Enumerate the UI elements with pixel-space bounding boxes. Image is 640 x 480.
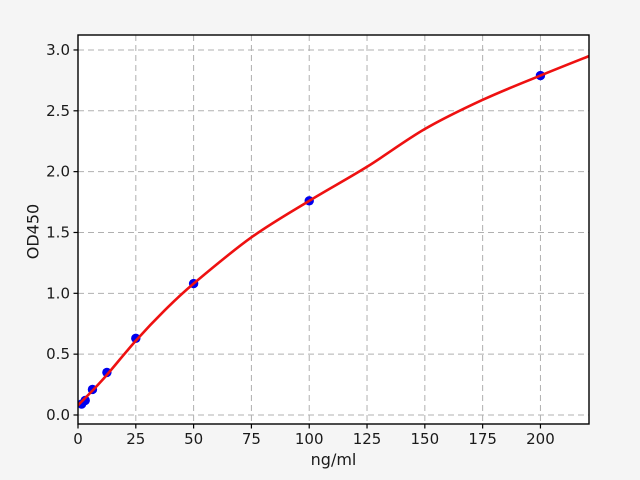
x-tick-label: 75 [242,430,261,448]
y-tick-label: 1.0 [46,284,70,302]
y-tick-label: 2.5 [46,102,70,120]
x-tick-label: 125 [353,430,382,448]
x-tick-label: 200 [526,430,555,448]
y-tick-label: 2.0 [46,163,70,181]
plot-area [78,35,589,424]
x-tick-label: 175 [468,430,497,448]
y-axis-label: OD450 [23,203,43,260]
x-axis-label: ng/ml [310,450,357,469]
x-tick-label: 100 [295,430,324,448]
standard-points [131,333,141,344]
standard-points [80,395,90,406]
x-tick-label: 25 [126,430,145,448]
standard-points [102,367,112,378]
fit-curve [78,54,589,407]
x-tick-label: 0 [73,430,83,448]
x-tick-label: 50 [184,430,203,448]
y-tick-label: 1.5 [46,223,70,241]
y-tick-label: 0.0 [46,406,70,424]
y-tick-label: 0.5 [46,345,70,363]
axes-spines [77,34,590,425]
y-tick-label: 3.0 [46,41,70,59]
x-tick-label: 150 [411,430,440,448]
